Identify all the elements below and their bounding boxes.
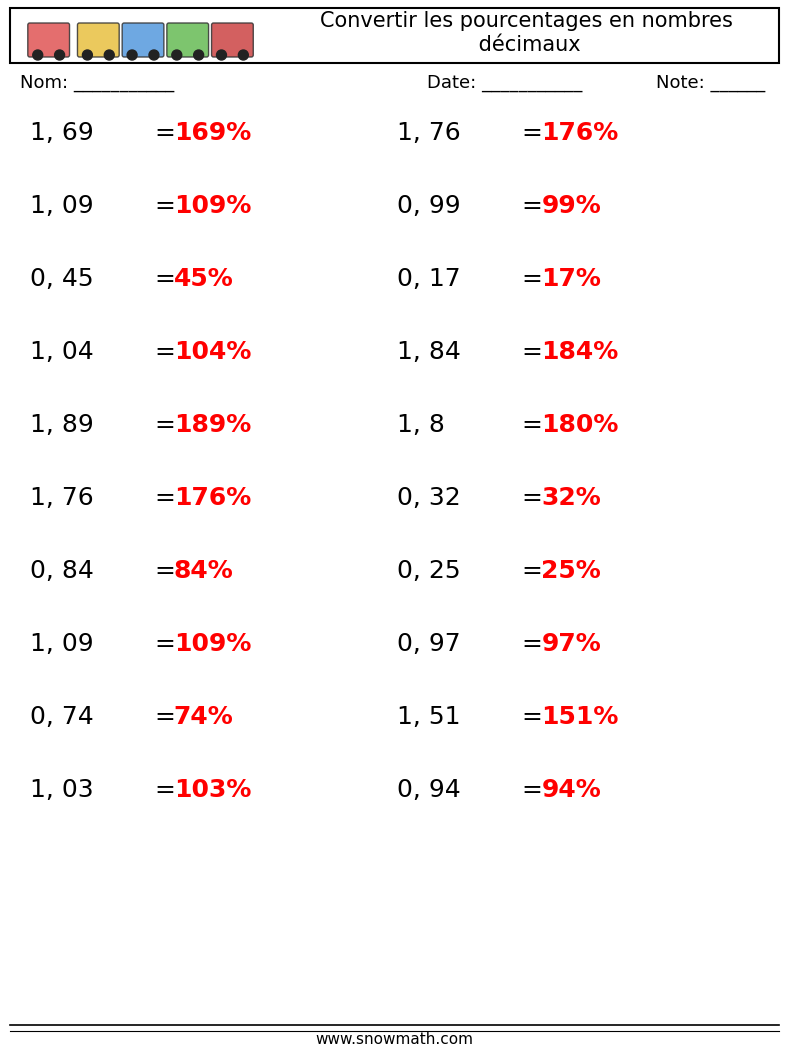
Circle shape — [194, 49, 203, 60]
Text: =: = — [522, 267, 542, 291]
Text: 1, 84: 1, 84 — [397, 340, 461, 364]
Text: 189%: 189% — [174, 413, 251, 437]
Text: www.snowmath.com: www.snowmath.com — [315, 1032, 473, 1047]
Text: =: = — [154, 632, 175, 656]
Text: 97%: 97% — [542, 632, 601, 656]
Text: =: = — [154, 121, 175, 145]
Text: 0, 99: 0, 99 — [397, 194, 461, 218]
Text: Nom: ___________: Nom: ___________ — [20, 74, 174, 92]
Text: 1, 8: 1, 8 — [397, 413, 445, 437]
Circle shape — [83, 49, 92, 60]
Text: =: = — [522, 559, 542, 583]
Text: 103%: 103% — [174, 778, 251, 802]
Text: =: = — [522, 194, 542, 218]
FancyBboxPatch shape — [122, 23, 164, 57]
Text: =: = — [522, 486, 542, 510]
Text: 184%: 184% — [542, 340, 619, 364]
Text: 1, 51: 1, 51 — [397, 706, 461, 729]
Text: 1, 76: 1, 76 — [30, 486, 94, 510]
Text: =: = — [154, 706, 175, 729]
Text: 151%: 151% — [542, 706, 619, 729]
Circle shape — [104, 49, 114, 60]
Text: 0, 25: 0, 25 — [397, 559, 461, 583]
Text: Convertir les pourcentages en nombres
 décimaux: Convertir les pourcentages en nombres dé… — [320, 12, 733, 55]
Text: 180%: 180% — [542, 413, 619, 437]
Text: 176%: 176% — [542, 121, 619, 145]
Circle shape — [127, 49, 137, 60]
Text: 0, 74: 0, 74 — [30, 706, 94, 729]
Text: 0, 32: 0, 32 — [397, 486, 461, 510]
Text: =: = — [522, 778, 542, 802]
Text: 32%: 32% — [542, 486, 601, 510]
Text: =: = — [522, 340, 542, 364]
Text: =: = — [522, 706, 542, 729]
FancyBboxPatch shape — [167, 23, 209, 57]
Text: 1, 04: 1, 04 — [30, 340, 94, 364]
Text: 176%: 176% — [174, 486, 251, 510]
Text: 1, 69: 1, 69 — [30, 121, 94, 145]
Text: 99%: 99% — [542, 194, 601, 218]
Circle shape — [55, 49, 64, 60]
Text: Date: ___________: Date: ___________ — [427, 74, 583, 92]
Circle shape — [238, 49, 249, 60]
Text: =: = — [522, 121, 542, 145]
Text: =: = — [522, 413, 542, 437]
Text: =: = — [154, 340, 175, 364]
Text: 1, 09: 1, 09 — [30, 632, 94, 656]
Text: 45%: 45% — [174, 267, 233, 291]
Circle shape — [33, 49, 43, 60]
Text: 0, 97: 0, 97 — [397, 632, 461, 656]
Text: 17%: 17% — [542, 267, 601, 291]
Text: 0, 94: 0, 94 — [397, 778, 461, 802]
Text: 169%: 169% — [174, 121, 251, 145]
Text: 0, 17: 0, 17 — [397, 267, 461, 291]
Circle shape — [217, 49, 226, 60]
FancyBboxPatch shape — [10, 8, 779, 63]
Text: =: = — [522, 632, 542, 656]
Text: =: = — [154, 559, 175, 583]
Text: 1, 03: 1, 03 — [30, 778, 94, 802]
Text: 1, 89: 1, 89 — [30, 413, 94, 437]
Text: 0, 84: 0, 84 — [30, 559, 94, 583]
Text: 0, 45: 0, 45 — [30, 267, 94, 291]
FancyBboxPatch shape — [28, 23, 70, 57]
Text: =: = — [154, 778, 175, 802]
Text: =: = — [154, 413, 175, 437]
FancyBboxPatch shape — [78, 23, 119, 57]
Text: =: = — [154, 194, 175, 218]
Circle shape — [172, 49, 182, 60]
Text: 94%: 94% — [542, 778, 601, 802]
FancyBboxPatch shape — [211, 23, 253, 57]
Text: =: = — [154, 486, 175, 510]
Text: 109%: 109% — [174, 632, 251, 656]
Text: 74%: 74% — [174, 706, 233, 729]
Circle shape — [149, 49, 159, 60]
Text: 25%: 25% — [542, 559, 601, 583]
Text: 109%: 109% — [174, 194, 251, 218]
Text: =: = — [154, 267, 175, 291]
Text: 1, 09: 1, 09 — [30, 194, 94, 218]
Text: 104%: 104% — [174, 340, 251, 364]
Text: Note: ______: Note: ______ — [656, 74, 765, 92]
Text: 1, 76: 1, 76 — [397, 121, 461, 145]
Text: 84%: 84% — [174, 559, 233, 583]
